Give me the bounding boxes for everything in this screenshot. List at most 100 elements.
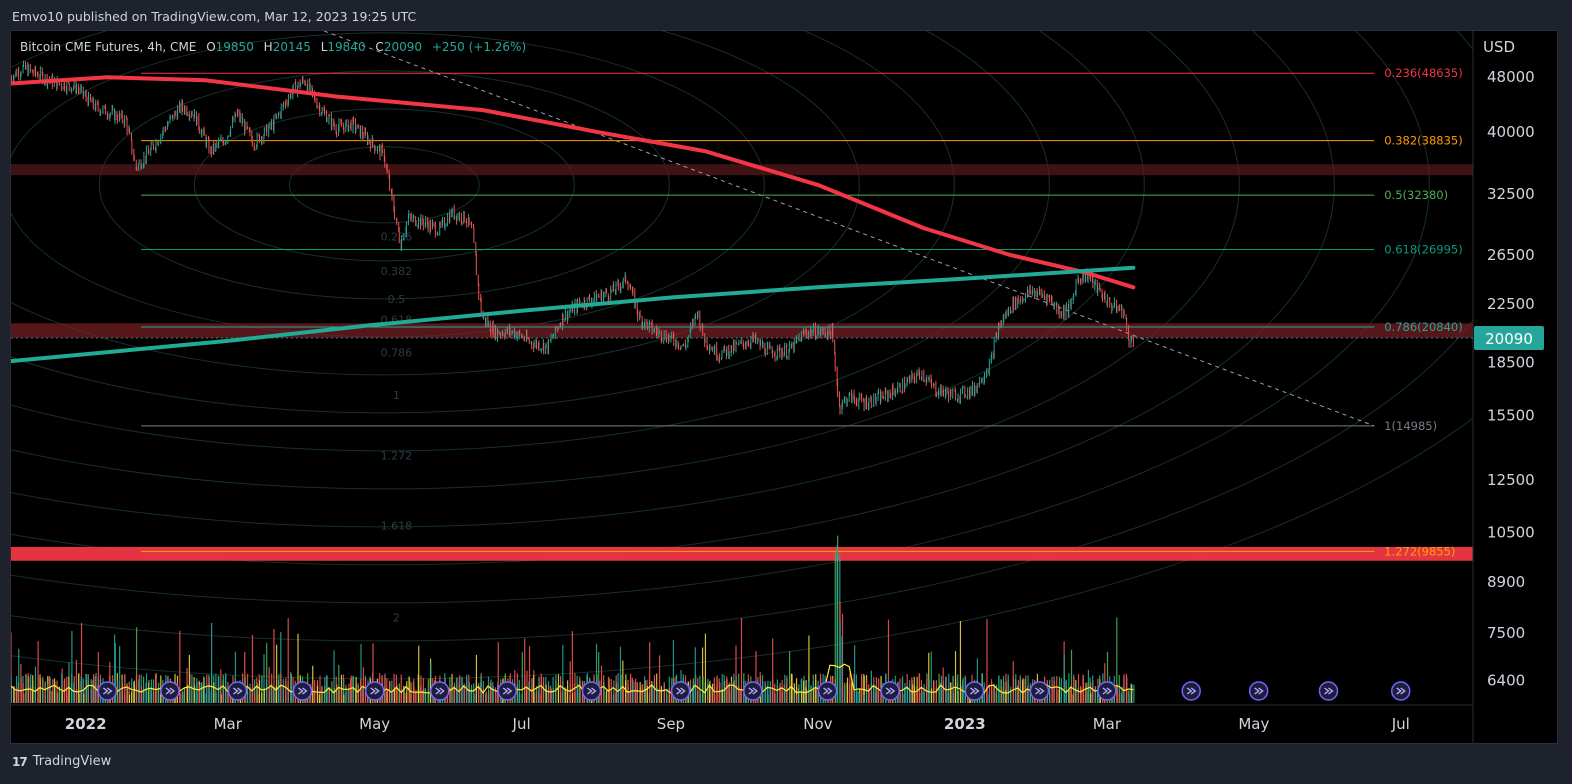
faint-fib-label: 0.236 [381, 231, 413, 244]
fib-circle [288, 146, 480, 224]
price-tick-label: 8900 [1487, 573, 1525, 591]
time-tick-label: Mar [1093, 715, 1122, 733]
fib-circle [11, 31, 1335, 566]
dashed-trendline [323, 31, 1375, 427]
price-tick-label: 26500 [1487, 246, 1535, 264]
event-marker-icon [227, 681, 248, 701]
fib-level-label: 0.5(32380) [1384, 188, 1448, 202]
change-value: +250 (+1.26%) [431, 40, 527, 54]
price-tick-label: 48000 [1487, 68, 1535, 86]
zone-band [11, 546, 1473, 561]
price-tick-label: 40000 [1487, 123, 1535, 141]
time-tick-label: Mar [214, 715, 243, 733]
price-tick-label: 6400 [1487, 672, 1525, 690]
time-tick-label: May [359, 715, 390, 733]
open-value: 19850 [215, 40, 254, 54]
fib-level-label: 0.236(48635) [1384, 66, 1462, 80]
fib-level-label: 0.786(20840) [1384, 320, 1462, 334]
price-tick-label: 10500 [1487, 523, 1535, 541]
fib-circle [11, 31, 1430, 604]
chart-frame[interactable]: 0.236 0.382 0.5 0.618 0.786 1 1.272 1.618 2 0.236… [10, 30, 1558, 744]
event-marker-icon [1029, 681, 1050, 701]
fib-circle [11, 31, 860, 376]
high-value: 20145 [272, 40, 311, 54]
event-marker-glyph [970, 687, 980, 695]
price-tick-label: 15500 [1487, 407, 1535, 425]
price-tick-label: 7500 [1487, 624, 1525, 642]
price-tick-label: 12500 [1487, 471, 1535, 489]
fib-level-label: 0.618(26995) [1384, 243, 1462, 257]
event-marker-glyph [370, 687, 380, 695]
last-price-label: 20090 [1485, 330, 1533, 348]
volume-ma-line [11, 663, 1134, 695]
currency-label[interactable]: USD [1483, 38, 1516, 56]
event-marker-glyph [502, 687, 513, 695]
time-tick-label: 2022 [65, 715, 107, 733]
event-marker-icon [364, 681, 385, 701]
price-tick-label: 32500 [1487, 185, 1535, 203]
chart-canvas[interactable]: 0.2360.3820.50.6180.78611.2721.61820.236… [11, 31, 1557, 743]
brand-name: TradingView [32, 754, 112, 769]
symbol-name[interactable]: Bitcoin CME Futures, 4h, CME [20, 40, 197, 54]
chart-background [11, 31, 1557, 743]
zone-band [11, 323, 1473, 338]
event-marker-icon [1390, 681, 1411, 701]
fib-circle [11, 31, 1145, 490]
time-tick-label: 2023 [944, 715, 986, 733]
event-marker-icon [160, 681, 180, 701]
event-marker-glyph [748, 687, 759, 695]
price-axis-background [1473, 31, 1557, 743]
publisher-info: Emvo10 published on TradingView.com, Mar… [12, 9, 417, 24]
event-marker-icon [1097, 681, 1117, 701]
low-label: L [320, 40, 328, 54]
event-marker-icon [670, 681, 691, 701]
time-tick-label: Nov [803, 715, 832, 733]
symbol-legend[interactable]: Bitcoin CME Futures, 4h, CME O19850 H201… [20, 40, 526, 54]
event-marker-glyph [298, 687, 308, 695]
event-marker-glyph [1102, 687, 1113, 695]
event-marker-glyph [165, 687, 176, 695]
close-label: C [375, 40, 384, 54]
event-marker-icon [880, 681, 900, 701]
event-marker-glyph [102, 687, 113, 695]
event-marker-glyph [1035, 687, 1045, 695]
event-marker-glyph [676, 687, 686, 695]
faint-fib-label: 1.618 [381, 520, 413, 533]
fib-level-label: 1(14985) [1384, 419, 1437, 433]
footer-brand[interactable]: 17 TradingView [12, 754, 111, 769]
event-marker-icon [1318, 681, 1339, 701]
last-price-badge [1474, 326, 1544, 351]
event-marker-icon [817, 681, 838, 701]
tradingview-logo-icon: 17 [12, 754, 28, 769]
event-marker-icon [429, 681, 450, 701]
event-marker-icon [1181, 681, 1201, 701]
time-tick-label: Sep [657, 715, 685, 733]
fib-level-label: 1.272(9855) [1384, 544, 1455, 558]
fib-circle [11, 31, 1050, 452]
fib-level-label: 0.382(38835) [1384, 134, 1462, 148]
faint-fib-label: 0.382 [381, 265, 413, 278]
low-value: 19840 [327, 40, 366, 54]
event-marker-icon [581, 681, 602, 701]
faint-fib-label: 0.786 [381, 346, 413, 359]
event-marker-icon [964, 681, 985, 701]
open-label: O [206, 40, 216, 54]
event-marker-glyph [232, 687, 243, 695]
time-tick-label: Jul [1391, 715, 1410, 733]
event-marker-icon [743, 681, 763, 701]
time-tick-label: May [1238, 715, 1269, 733]
event-marker-glyph [435, 687, 445, 695]
event-marker-icon [497, 681, 517, 701]
fib-circle [11, 31, 1240, 528]
time-tick-label: Jul [512, 715, 531, 733]
price-tick-label: 22500 [1487, 295, 1535, 313]
event-marker-glyph [1324, 687, 1334, 695]
event-marker-glyph [587, 687, 597, 695]
price-tick-label: 18500 [1487, 354, 1535, 372]
event-marker-glyph [823, 687, 833, 695]
close-value: 20090 [383, 40, 422, 54]
fib-circle [98, 70, 670, 300]
event-marker-glyph [1396, 687, 1406, 695]
fib-circle [193, 108, 575, 262]
faint-fib-label: 2 [393, 611, 400, 624]
